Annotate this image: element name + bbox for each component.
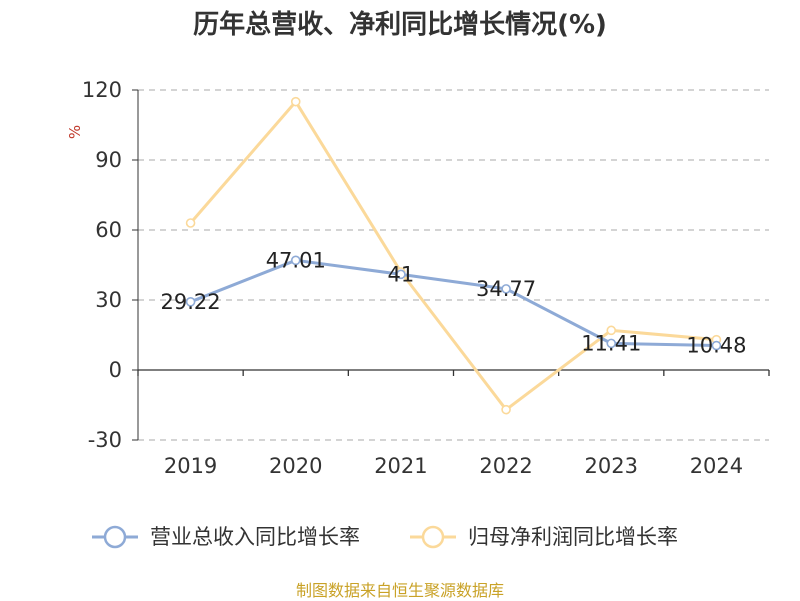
gridlines <box>138 89 769 441</box>
revenue-growth-point <box>185 297 196 307</box>
y-tick-label: 60 <box>95 218 122 242</box>
profit-growth-point <box>606 325 617 336</box>
y-tick-label: 120 <box>82 78 122 102</box>
data-label: 11.41 <box>581 331 641 355</box>
data-label: 29.22 <box>161 290 221 314</box>
profit-growth-point <box>501 404 511 415</box>
y-tick-label: 0 <box>109 358 122 382</box>
x-tick-label: 2024 <box>690 454 743 478</box>
legend-label: 营业总收入同比增长率 <box>150 525 360 549</box>
x-tick-label: 2020 <box>269 454 322 478</box>
revenue-growth-point <box>606 338 617 349</box>
x-tick-label: 2023 <box>585 454 638 478</box>
y-tick-label: -30 <box>88 428 122 452</box>
revenue-growth-point <box>501 284 511 294</box>
legend-item-profit[interactable]: 归母净利润同比增长率 <box>410 525 678 549</box>
profit-growth-point <box>185 218 196 228</box>
x-tick-label: 2021 <box>374 454 427 478</box>
revenue-growth-point <box>290 255 301 266</box>
data-label: 47.01 <box>266 248 326 272</box>
y-tick-label: 30 <box>95 288 122 312</box>
data-label: 34.77 <box>476 277 536 301</box>
legend-item-revenue[interactable]: 营业总收入同比增长率 <box>92 525 360 549</box>
legend-marker-swatch <box>103 525 127 549</box>
data-source-note: 制图数据来自恒生聚源数据库 <box>295 581 504 600</box>
data-label: 10.48 <box>686 334 746 358</box>
data-labels: 29.22 47.01 41 34.77 11.41 10.48 <box>161 248 747 357</box>
axes: 120 90 60 30 0 -30 2019 2020 2021 2022 2023 2024 <box>82 78 770 478</box>
profit-growth-point <box>290 96 301 107</box>
revenue-growth-line <box>190 258 717 348</box>
revenue-growth-point <box>396 269 406 280</box>
x-tick-label: 2019 <box>164 454 217 478</box>
profit-growth-line <box>189 100 717 412</box>
legend: 营业总收入同比增长率 归母净利润同比增长率 <box>92 525 678 549</box>
x-tick-label: 2022 <box>479 454 532 478</box>
y-tick-label: 90 <box>95 148 122 172</box>
legend-label: 归母净利润同比增长率 <box>468 525 678 549</box>
legend-marker-swatch <box>421 525 445 549</box>
data-label: 41 <box>388 262 415 286</box>
revenue-growth-point <box>711 340 722 351</box>
series-group <box>185 96 722 415</box>
y-axis-unit-label: % <box>66 125 84 139</box>
chart-title: 历年总营收、净利同比增长情况(%) <box>193 10 607 40</box>
